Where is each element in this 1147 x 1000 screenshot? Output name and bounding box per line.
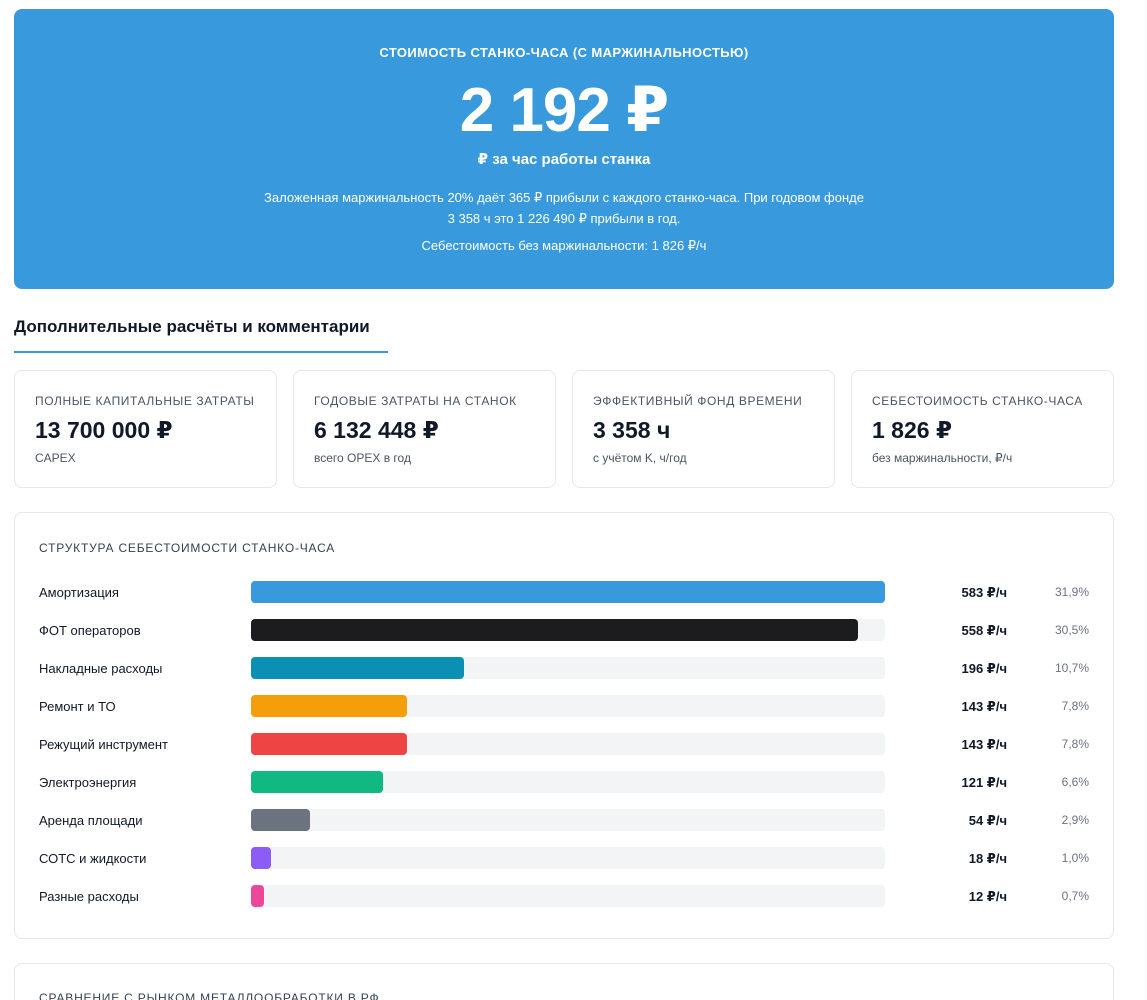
cost-row: Аренда площади 54 ₽/ч 2,9% (39, 808, 1089, 846)
cost-bar-track (251, 581, 885, 603)
cost-row-percent: 1,0% (1061, 851, 1089, 865)
cost-row-label: Аренда площади (39, 813, 143, 828)
cost-row: Режущий инструмент 143 ₽/ч 7,8% (39, 732, 1089, 770)
stat-card-opex: Годовые затраты на станок 6 132 448 ₽ вс… (293, 370, 556, 488)
cost-row-value: 143 ₽/ч (961, 699, 1007, 714)
cost-row-value: 143 ₽/ч (961, 737, 1007, 752)
cost-bar-track (251, 695, 885, 717)
cost-bar-track (251, 657, 885, 679)
cost-row: Амортизация 583 ₽/ч 31,9% (39, 580, 1089, 618)
cost-row-percent: 2,9% (1061, 813, 1089, 827)
cost-row-value: 18 ₽/ч (968, 851, 1007, 866)
hero-subtitle: ₽ за час работы станка (477, 151, 651, 168)
cost-bar-track (251, 809, 885, 831)
cost-row-label: Ремонт и ТО (39, 699, 116, 714)
stat-card-capex: Полные капитальные затраты 13 700 000 ₽ … (14, 370, 277, 488)
cost-row: Электроэнергия 121 ₽/ч 6,6% (39, 770, 1089, 808)
stat-label: Эффективный фонд времени (593, 394, 803, 408)
stat-sub: CAPEX (35, 451, 76, 465)
stat-sub: с учётом K, ч/год (593, 451, 687, 465)
stat-label: Полные капитальные затраты (35, 394, 255, 408)
cost-row: Накладные расходы 196 ₽/ч 10,7% (39, 656, 1089, 694)
cost-row-value: 583 ₽/ч (961, 585, 1007, 600)
cost-row: СОТС и жидкости 18 ₽/ч 1,0% (39, 846, 1089, 884)
cost-bar-fill (251, 695, 407, 717)
cost-bar-fill (251, 619, 858, 641)
cost-row: Ремонт и ТО 143 ₽/ч 7,8% (39, 694, 1089, 732)
cost-structure-panel: Структура себестоимости станко-часа Амор… (14, 512, 1114, 939)
cost-row-value: 54 ₽/ч (968, 813, 1007, 828)
cost-bar-track (251, 885, 885, 907)
stat-card-time-fund: Эффективный фонд времени 3 358 ч с учёто… (572, 370, 835, 488)
cost-bar-track (251, 847, 885, 869)
cost-row-label: ФОТ операторов (39, 623, 141, 638)
stat-value: 3 358 ч (593, 417, 671, 443)
hero-description: Заложенная маржинальность 20% даёт 365 ₽… (264, 190, 864, 226)
stat-label: Годовые затраты на станок (314, 394, 517, 408)
stat-value: 1 826 ₽ (872, 417, 952, 443)
cost-row-value: 12 ₽/ч (968, 889, 1007, 904)
cost-row-percent: 6,6% (1061, 775, 1089, 789)
cost-row-label: Разные расходы (39, 889, 139, 904)
cost-row-percent: 10,7% (1054, 661, 1089, 675)
cost-row: ФОТ операторов 558 ₽/ч 30,5% (39, 618, 1089, 656)
cost-row-value: 558 ₽/ч (961, 623, 1007, 638)
stat-sub: без маржинальности, ₽/ч (872, 451, 1013, 465)
cost-row-label: Электроэнергия (39, 775, 137, 790)
cost-bar-fill (251, 733, 407, 755)
section-title: Дополнительные расчёты и комментарии (14, 317, 370, 336)
cost-bar-fill (251, 809, 310, 831)
hero-title: Стоимость станко-часа (с маржинальностью… (379, 45, 749, 60)
stat-value: 13 700 000 ₽ (35, 417, 173, 443)
cost-structure-rows: Амортизация 583 ₽/ч 31,9% ФОТ операторов 558… (39, 580, 1089, 922)
stat-card-unit-cost: Себестоимость станко-часа 1 826 ₽ без ма… (851, 370, 1114, 488)
cost-row-percent: 7,8% (1061, 699, 1089, 713)
cost-row-percent: 7,8% (1061, 737, 1089, 751)
cost-row: Разные расходы 12 ₽/ч 0,7% (39, 884, 1089, 922)
hero-cost-note: Себестоимость без маржинальности: 1 826 … (421, 238, 707, 253)
cost-bar-fill (251, 847, 271, 869)
hero-banner: Стоимость станко-часа (с маржинальностью… (14, 9, 1114, 289)
cost-bar-track (251, 733, 885, 755)
stat-value: 6 132 448 ₽ (314, 417, 439, 443)
cost-structure-title: Структура себестоимости станко-часа (39, 541, 336, 555)
stat-sub: всего OPEX в год (314, 451, 411, 465)
market-comparison-panel: Сравнение с рынком металлообработки в РФ (14, 963, 1114, 1000)
cost-bar-fill (251, 885, 265, 907)
cost-row-label: Режущий инструмент (39, 737, 168, 752)
cost-row-label: Амортизация (39, 585, 119, 600)
cost-bar-fill (251, 771, 383, 793)
cost-bar-track (251, 619, 885, 641)
cost-row-label: Накладные расходы (39, 661, 163, 676)
cost-bar-track (251, 771, 885, 793)
cost-row-value: 121 ₽/ч (961, 775, 1007, 790)
cost-row-label: СОТС и жидкости (39, 851, 147, 866)
cost-row-percent: 30,5% (1054, 623, 1089, 637)
market-comparison-title: Сравнение с рынком металлообработки в РФ (39, 991, 380, 1000)
cost-bar-fill (251, 581, 885, 603)
cost-bar-fill (251, 657, 465, 679)
stat-label: Себестоимость станко-часа (872, 394, 1083, 408)
machine-hour-price: 2 192 ₽ (459, 76, 670, 145)
cost-row-percent: 31,9% (1054, 585, 1089, 599)
cost-row-value: 196 ₽/ч (961, 661, 1007, 676)
cost-row-percent: 0,7% (1061, 889, 1089, 903)
section-underline (14, 351, 388, 353)
